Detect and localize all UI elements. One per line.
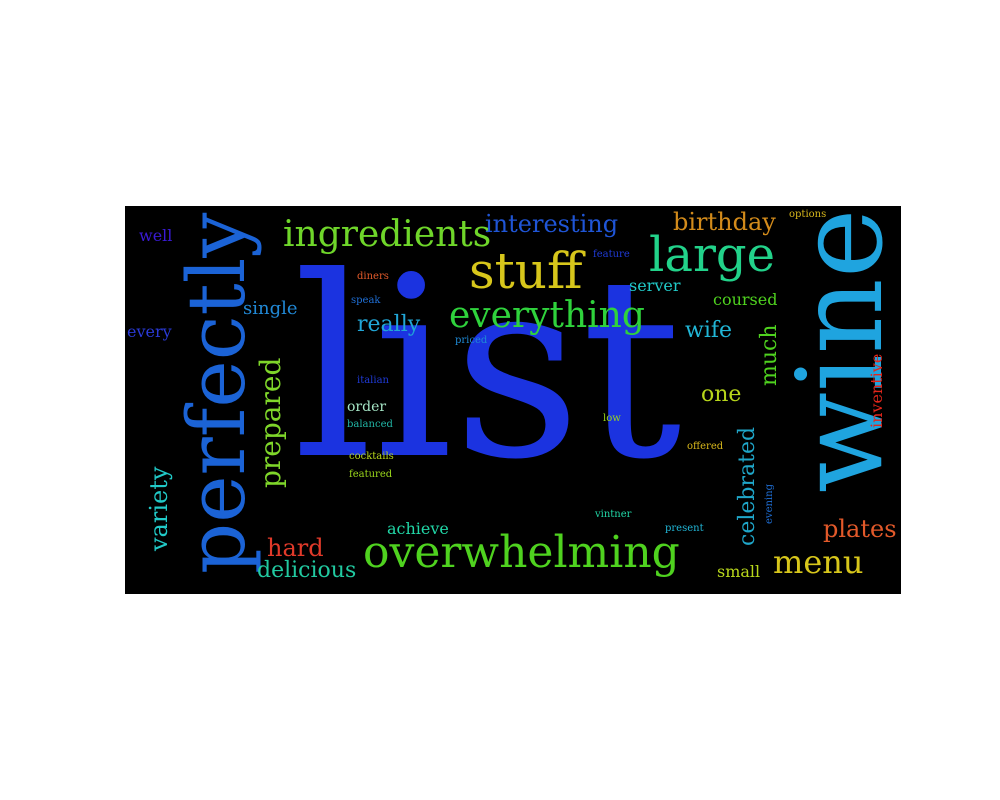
word-everything: everything: [449, 295, 645, 336]
word-feature: feature: [593, 249, 630, 260]
word-present: present: [665, 523, 704, 534]
word-interesting: interesting: [485, 210, 619, 238]
word-plates: plates: [823, 515, 897, 543]
word-variety: variety: [145, 466, 173, 551]
word-balanced: balanced: [347, 419, 393, 430]
word-menu: menu: [773, 543, 864, 581]
word-wine: wine: [771, 208, 901, 493]
word-delicious: delicious: [257, 558, 357, 583]
word-vintner: vintner: [595, 509, 632, 520]
word-offered: offered: [687, 441, 724, 452]
word-cocktails: cocktails: [349, 451, 394, 462]
word-achieve: achieve: [387, 519, 449, 538]
word-evening: evening: [764, 484, 775, 524]
word-server: server: [629, 276, 681, 295]
word-celebrated: celebrated: [735, 426, 760, 546]
word-stuff: stuff: [469, 242, 583, 300]
word-order: order: [347, 399, 387, 415]
word-diners: diners: [357, 271, 389, 282]
word-inventive: inventive: [867, 353, 886, 428]
word-really: really: [357, 312, 421, 337]
word-well: well: [139, 226, 173, 245]
word-featured: featured: [349, 469, 393, 480]
word-large: large: [649, 227, 776, 283]
word-list: list: [293, 223, 682, 514]
word-single: single: [243, 298, 298, 319]
word-hard: hard: [267, 534, 324, 562]
word-wife: wife: [685, 318, 733, 343]
word-prepared: prepared: [254, 357, 287, 488]
word-priced: priced: [455, 335, 488, 346]
word-low: low: [603, 413, 621, 424]
word-every: every: [127, 322, 172, 341]
word-italian: italian: [357, 375, 389, 386]
word-options: options: [789, 209, 827, 220]
word-perfectly: perfectly: [170, 212, 263, 574]
word-much: much: [757, 324, 782, 386]
word-coursed: coursed: [713, 290, 778, 309]
word-speak: speak: [351, 295, 381, 306]
word-one: one: [701, 382, 742, 407]
word-ingredients: ingredients: [283, 214, 492, 255]
word-small: small: [717, 562, 761, 581]
word-overwhelming: overwhelming: [363, 527, 680, 578]
word-birthday: birthday: [673, 208, 776, 236]
word-cloud: list wine perfectly overwhelming stuff large i…: [125, 206, 901, 594]
